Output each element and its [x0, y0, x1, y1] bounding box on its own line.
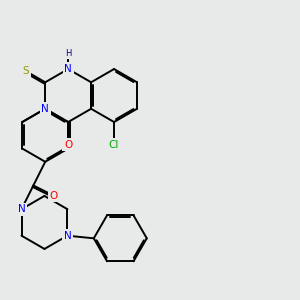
- Text: S: S: [22, 66, 29, 76]
- Text: N: N: [18, 204, 26, 214]
- Text: N: N: [64, 64, 72, 74]
- Text: O: O: [50, 190, 58, 201]
- Text: O: O: [64, 140, 72, 150]
- Text: H: H: [65, 49, 71, 58]
- Text: Cl: Cl: [109, 140, 119, 150]
- Text: N: N: [41, 104, 49, 114]
- Text: N: N: [64, 231, 71, 241]
